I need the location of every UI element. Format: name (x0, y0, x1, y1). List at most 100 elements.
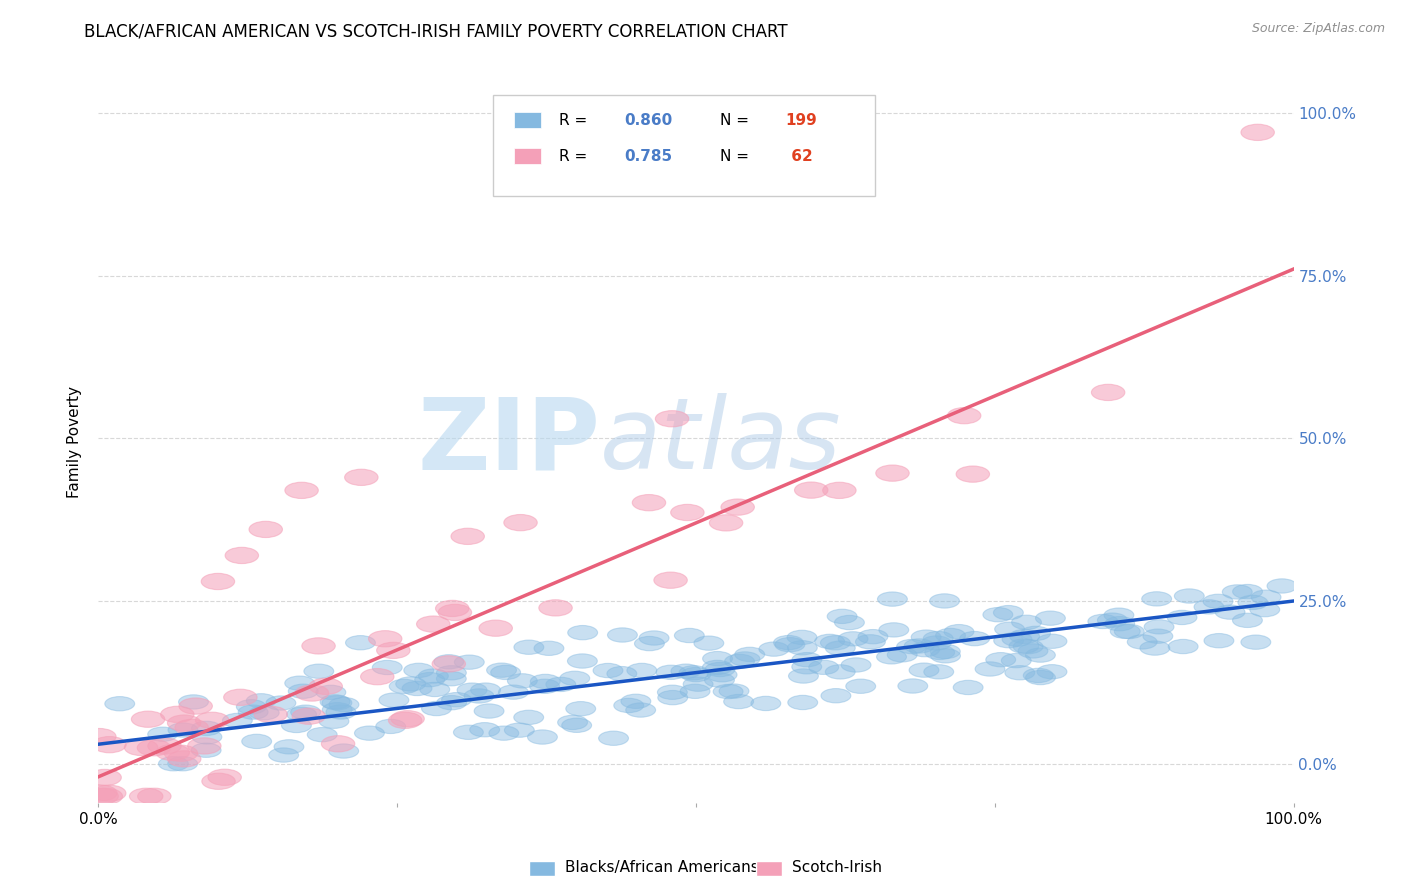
Ellipse shape (322, 703, 352, 717)
Ellipse shape (704, 663, 735, 677)
Ellipse shape (841, 657, 870, 673)
Ellipse shape (470, 723, 499, 737)
Ellipse shape (953, 681, 983, 695)
Ellipse shape (1168, 640, 1198, 654)
Ellipse shape (1021, 626, 1050, 640)
Ellipse shape (165, 745, 198, 762)
Ellipse shape (898, 679, 928, 693)
Ellipse shape (287, 707, 316, 722)
Ellipse shape (924, 632, 953, 646)
Ellipse shape (266, 696, 295, 710)
Ellipse shape (420, 682, 450, 697)
Ellipse shape (1001, 654, 1031, 668)
Ellipse shape (948, 408, 981, 424)
Ellipse shape (794, 482, 828, 499)
Ellipse shape (93, 737, 127, 753)
Ellipse shape (1002, 632, 1032, 647)
Ellipse shape (254, 706, 287, 723)
Ellipse shape (904, 639, 934, 653)
Ellipse shape (225, 548, 259, 564)
Ellipse shape (292, 708, 325, 724)
Ellipse shape (83, 785, 117, 801)
Ellipse shape (395, 677, 426, 691)
Ellipse shape (1098, 613, 1128, 627)
Ellipse shape (322, 736, 354, 752)
FancyBboxPatch shape (494, 95, 876, 196)
Ellipse shape (759, 642, 789, 657)
FancyBboxPatch shape (515, 148, 541, 164)
Ellipse shape (187, 738, 221, 754)
Ellipse shape (1174, 589, 1204, 603)
Ellipse shape (640, 631, 669, 645)
Ellipse shape (281, 718, 311, 732)
Ellipse shape (319, 714, 349, 729)
Ellipse shape (887, 648, 917, 662)
Ellipse shape (1010, 629, 1039, 644)
Ellipse shape (546, 677, 575, 691)
Ellipse shape (1237, 595, 1268, 609)
Text: ZIP: ZIP (418, 393, 600, 490)
Ellipse shape (148, 738, 181, 754)
Ellipse shape (534, 641, 564, 656)
Ellipse shape (825, 665, 855, 679)
Ellipse shape (236, 699, 266, 714)
Ellipse shape (654, 572, 688, 589)
Ellipse shape (249, 521, 283, 538)
Ellipse shape (191, 721, 221, 736)
Ellipse shape (415, 673, 444, 687)
Ellipse shape (454, 655, 484, 669)
Ellipse shape (1088, 615, 1118, 629)
Ellipse shape (827, 609, 858, 624)
Text: 62: 62 (786, 149, 813, 163)
Ellipse shape (1038, 665, 1067, 679)
Ellipse shape (671, 664, 700, 678)
Ellipse shape (83, 729, 117, 745)
Ellipse shape (983, 607, 1012, 622)
Ellipse shape (402, 681, 432, 696)
Y-axis label: Family Poverty: Family Poverty (67, 385, 83, 498)
Ellipse shape (627, 664, 657, 678)
Ellipse shape (956, 466, 990, 483)
Ellipse shape (419, 669, 449, 683)
Ellipse shape (1241, 124, 1274, 140)
Ellipse shape (489, 726, 519, 740)
Text: Source: ZipAtlas.com: Source: ZipAtlas.com (1251, 22, 1385, 36)
Ellipse shape (675, 628, 704, 642)
Ellipse shape (89, 769, 121, 786)
Ellipse shape (373, 660, 402, 674)
Ellipse shape (1167, 610, 1197, 624)
Ellipse shape (360, 668, 394, 685)
Ellipse shape (309, 678, 343, 695)
Ellipse shape (530, 679, 560, 693)
Ellipse shape (568, 625, 598, 640)
Ellipse shape (876, 649, 907, 664)
Ellipse shape (1142, 591, 1171, 606)
Ellipse shape (295, 685, 329, 701)
Ellipse shape (388, 712, 422, 729)
Ellipse shape (454, 725, 484, 739)
Ellipse shape (560, 671, 589, 685)
Ellipse shape (1011, 615, 1042, 630)
Ellipse shape (167, 751, 201, 767)
Ellipse shape (599, 731, 628, 746)
Ellipse shape (1128, 635, 1157, 649)
Ellipse shape (93, 785, 127, 801)
Ellipse shape (530, 674, 560, 689)
Ellipse shape (671, 504, 704, 521)
Ellipse shape (821, 636, 851, 650)
Ellipse shape (159, 756, 188, 771)
Ellipse shape (246, 694, 276, 708)
Ellipse shape (1025, 671, 1056, 685)
Ellipse shape (302, 638, 335, 654)
Ellipse shape (499, 685, 529, 699)
Ellipse shape (626, 703, 655, 717)
Ellipse shape (486, 663, 516, 677)
Ellipse shape (1204, 633, 1234, 648)
FancyBboxPatch shape (515, 112, 541, 128)
Ellipse shape (1233, 584, 1263, 599)
Ellipse shape (814, 634, 845, 648)
Ellipse shape (976, 662, 1005, 676)
Ellipse shape (242, 734, 271, 748)
Ellipse shape (787, 640, 817, 655)
Ellipse shape (1024, 668, 1053, 682)
